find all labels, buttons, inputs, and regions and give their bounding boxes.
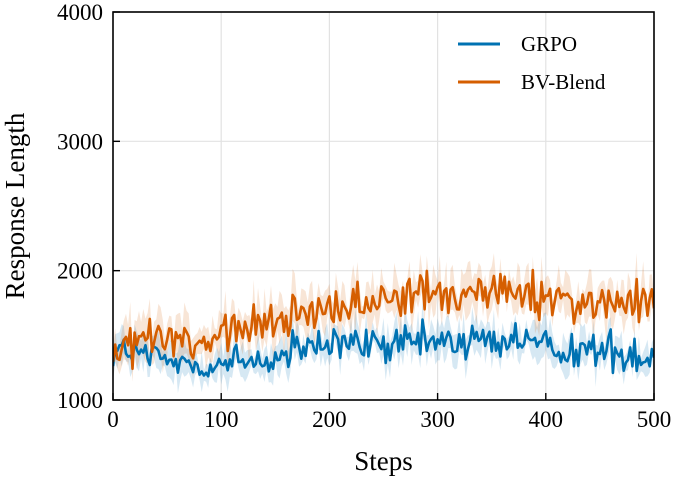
legend: GRPO BV-Blend <box>458 32 606 94</box>
y-axis-label: Response Length <box>0 112 30 299</box>
y-tick-label: 1000 <box>57 388 103 413</box>
x-tick-label: 400 <box>529 407 564 432</box>
legend-label: BV-Blend <box>521 70 606 94</box>
x-axis-label: Steps <box>354 446 413 476</box>
axis-ticks: 0 100 200 300 400 500 1000 2000 3000 4000 <box>57 0 671 432</box>
y-tick-label: 4000 <box>57 0 103 25</box>
x-tick-label: 100 <box>204 407 239 432</box>
plot-frame <box>112 11 655 401</box>
x-tick-label: 500 <box>637 407 672 432</box>
series-line <box>113 268 654 371</box>
x-tick-label: 200 <box>312 407 347 432</box>
x-tick-label: 0 <box>107 407 119 432</box>
x-tick-label: 300 <box>420 407 455 432</box>
series-line <box>113 318 654 378</box>
series-lines <box>113 268 654 378</box>
y-tick-label: 3000 <box>57 129 103 154</box>
legend-label: GRPO <box>521 32 577 56</box>
y-tick-label: 2000 <box>57 259 103 284</box>
